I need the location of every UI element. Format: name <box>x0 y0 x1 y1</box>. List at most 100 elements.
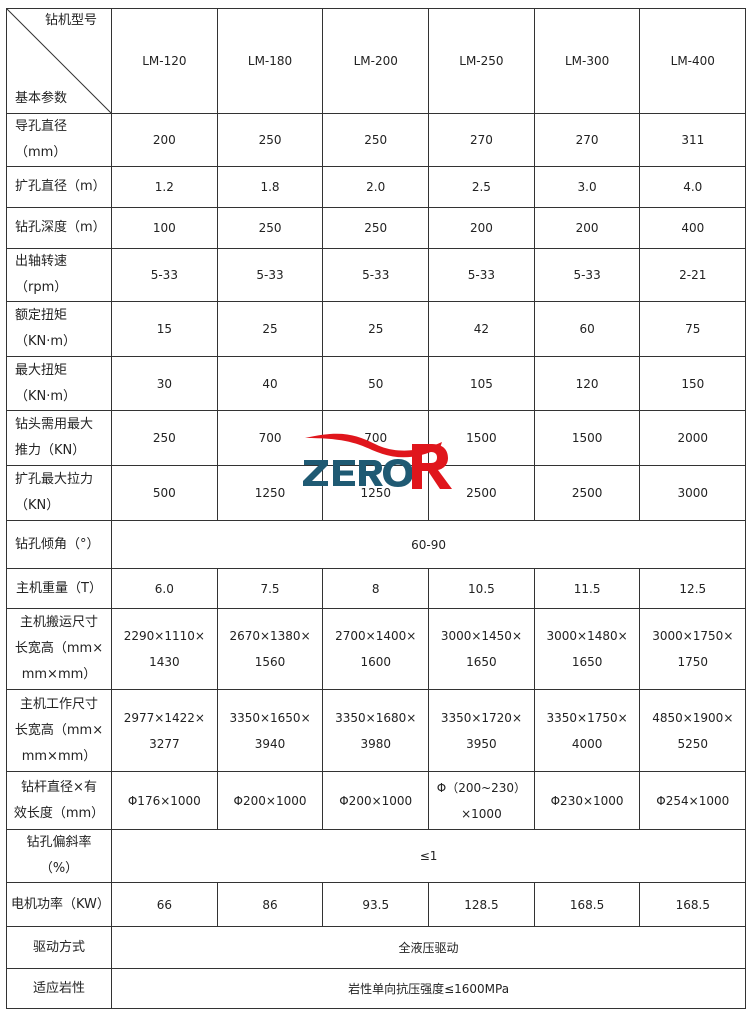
value-cell: 5-33 <box>216 248 324 302</box>
header-row: 钻机型号 基本参数 LM-120 LM-180 LM-200 LM-250 LM-300… <box>6 8 747 114</box>
value-cell: 150 <box>639 356 747 411</box>
value-cell: 200 <box>111 113 218 167</box>
value-cell: 1.8 <box>216 166 324 208</box>
value-cell: 2500 <box>428 465 535 521</box>
value-cell: 2-21 <box>639 248 747 302</box>
table-row: 主机工作尺寸 长宽高（mm× mm×mm） 2977×1422× 3277 3350… <box>6 689 747 772</box>
value-cell: 2500 <box>533 465 641 521</box>
row-label: 驱动方式 <box>6 926 112 969</box>
table-row: 钻头需用最大 推力（KN） 250 700 700 1500 1500 2000 <box>6 410 747 466</box>
table-row: 主机重量（T） 6.0 7.5 8 10.5 11.5 12.5 <box>6 568 747 609</box>
model-header-lm-250: LM-250 <box>428 8 535 114</box>
value-cell: 4850×1900× 5250 <box>639 689 747 772</box>
row-label: 扩孔最大拉力 （KN） <box>6 465 112 521</box>
row-label: 额定扭矩 （KN·m） <box>6 301 112 357</box>
table-row: 导孔直径（mm） 200 250 250 270 270 311 <box>6 113 747 167</box>
value-cell: 270 <box>533 113 641 167</box>
row-label: 最大扭矩 （KN·m） <box>6 356 112 411</box>
value-cell: 700 <box>216 410 324 466</box>
value-cell: 250 <box>111 410 218 466</box>
value-cell: 25 <box>322 301 430 357</box>
value-cell: 3000×1750× 1750 <box>639 608 747 690</box>
value-cell: 168.5 <box>639 882 747 927</box>
value-cell: 3350×1650× 3940 <box>216 689 324 772</box>
value-cell: 5-33 <box>428 248 535 302</box>
value-cell: 1250 <box>216 465 324 521</box>
row-label: 钻杆直径×有 效长度（mm） <box>6 771 112 830</box>
row-label: 电机功率（KW） <box>6 882 112 927</box>
merged-value-cell: 60-90 <box>110 520 747 569</box>
value-cell: 3350×1680× 3980 <box>322 689 430 772</box>
value-cell: 1.2 <box>111 166 218 208</box>
merged-value-cell: 全液压驱动 <box>110 926 747 969</box>
value-cell: 11.5 <box>533 568 641 609</box>
value-cell: 4.0 <box>639 166 747 208</box>
row-label: 出轴转速（rpm） <box>6 248 112 302</box>
row-label: 适应岩性 <box>6 968 112 1009</box>
value-cell: 270 <box>428 113 535 167</box>
table-row: 扩孔直径（m） 1.2 1.8 2.0 2.5 3.0 4.0 <box>6 166 747 208</box>
value-cell: 1250 <box>322 465 430 521</box>
value-cell: 3000 <box>639 465 747 521</box>
diagonal-divider <box>7 9 111 113</box>
row-label: 钻孔倾角（°） <box>6 520 112 569</box>
table-row: 主机搬运尺寸 长宽高（mm× mm×mm） 2290×1110× 1430 2670… <box>6 608 747 690</box>
value-cell: 6.0 <box>111 568 218 609</box>
value-cell: 60 <box>533 301 641 357</box>
model-axis-label: 钻机型号 <box>44 13 97 28</box>
value-cell: 3350×1720× 3950 <box>428 689 535 772</box>
value-cell: 2670×1380× 1560 <box>216 608 324 690</box>
row-label: 导孔直径（mm） <box>6 113 112 167</box>
value-cell: 2.5 <box>428 166 535 208</box>
value-cell: Φ176×1000 <box>111 771 218 830</box>
value-cell: 75 <box>639 301 747 357</box>
value-cell: 2700×1400× 1600 <box>322 608 430 690</box>
table-row: 额定扭矩 （KN·m） 15 25 25 42 60 75 <box>6 301 747 357</box>
table-row: 钻孔倾角（°） 60-90 <box>6 520 747 569</box>
row-label: 钻孔深度（m） <box>6 207 112 249</box>
value-cell: 25 <box>216 301 324 357</box>
parameter-axis-label: 基本参数 <box>15 91 68 106</box>
value-cell: Φ200×1000 <box>322 771 430 830</box>
value-cell: 86 <box>216 882 324 927</box>
value-cell: 30 <box>111 356 218 411</box>
model-header-lm-300: LM-300 <box>533 8 641 114</box>
row-label: 扩孔直径（m） <box>6 166 112 208</box>
table-row: 驱动方式 全液压驱动 <box>6 926 747 969</box>
merged-value-cell: 岩性单向抗压强度≤1600MPa <box>110 968 747 1009</box>
value-cell: Φ254×1000 <box>639 771 747 830</box>
value-cell: 1500 <box>533 410 641 466</box>
model-header-lm-200: LM-200 <box>322 8 430 114</box>
value-cell: 128.5 <box>428 882 535 927</box>
value-cell: 3000×1480× 1650 <box>533 608 641 690</box>
value-cell: 93.5 <box>322 882 430 927</box>
value-cell: 700 <box>322 410 430 466</box>
drill-spec-table: 钻机型号 基本参数 LM-120 LM-180 LM-200 LM-250 LM-300… <box>6 8 747 1009</box>
value-cell: 2290×1110× 1430 <box>111 608 218 690</box>
value-cell: 500 <box>111 465 218 521</box>
value-cell: 250 <box>322 207 430 249</box>
value-cell: Φ（200~230） ×1000 <box>428 771 535 830</box>
value-cell: 200 <box>428 207 535 249</box>
row-label: 主机重量（T） <box>6 568 112 609</box>
value-cell: 5-33 <box>111 248 218 302</box>
value-cell: 400 <box>639 207 747 249</box>
value-cell: 250 <box>322 113 430 167</box>
value-cell: 3.0 <box>533 166 641 208</box>
row-label: 钻头需用最大 推力（KN） <box>6 410 112 466</box>
table-row: 出轴转速（rpm） 5-33 5-33 5-33 5-33 5-33 2-21 <box>6 248 747 302</box>
table-row: 钻杆直径×有 效长度（mm） Φ176×1000 Φ200×1000 Φ200×100… <box>6 771 747 830</box>
value-cell: 311 <box>639 113 747 167</box>
merged-value-cell: ≤1 <box>110 829 747 883</box>
value-cell: 66 <box>111 882 218 927</box>
value-cell: 40 <box>216 356 324 411</box>
value-cell: 7.5 <box>216 568 324 609</box>
value-cell: 1500 <box>428 410 535 466</box>
value-cell: 168.5 <box>533 882 641 927</box>
model-header-lm-120: LM-120 <box>111 8 218 114</box>
value-cell: 2000 <box>639 410 747 466</box>
value-cell: 42 <box>428 301 535 357</box>
value-cell: 2977×1422× 3277 <box>111 689 218 772</box>
model-header-lm-180: LM-180 <box>216 8 324 114</box>
value-cell: 8 <box>322 568 430 609</box>
